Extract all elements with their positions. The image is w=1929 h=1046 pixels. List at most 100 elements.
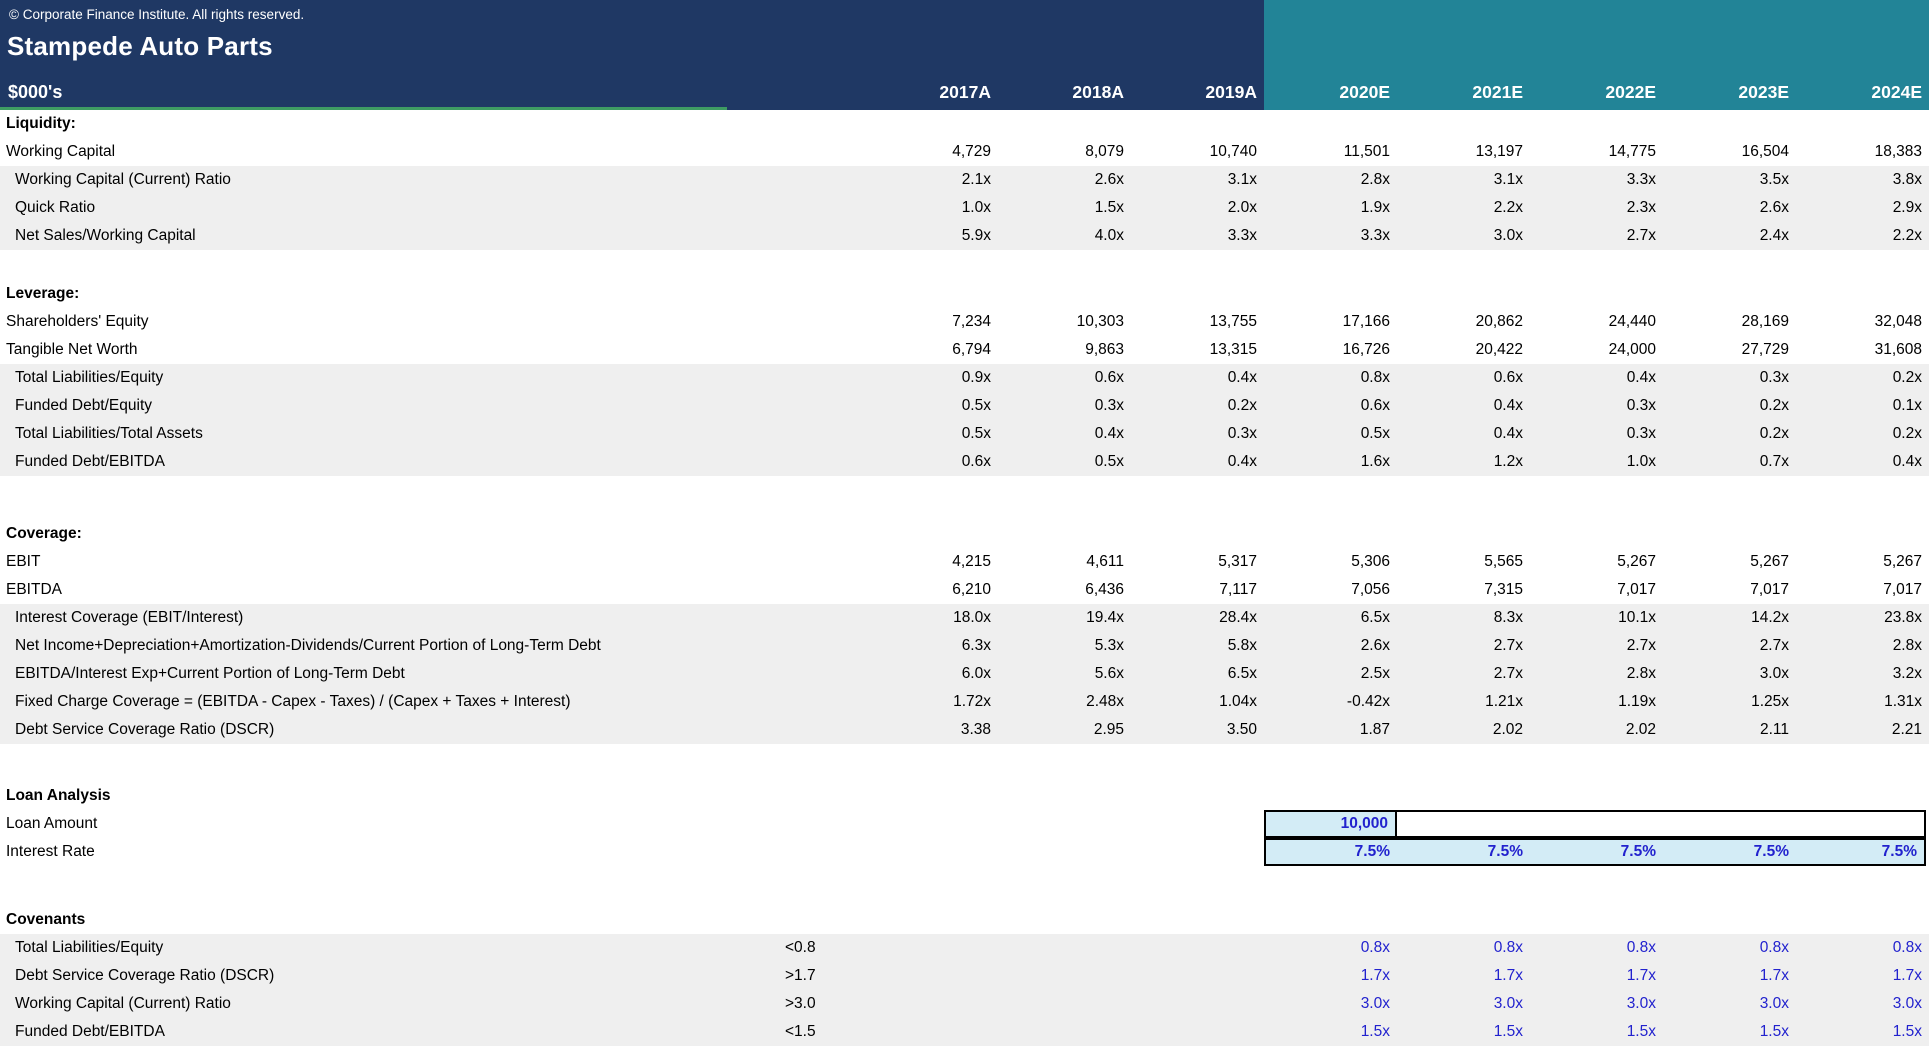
value-cell: 16,726 [1342,341,1390,358]
value-cell: 2.3x [1626,199,1656,216]
value-cell: 13,197 [1475,143,1523,160]
value-cell: 2.02 [1625,721,1656,738]
value-cell: 2.7x [1493,637,1523,654]
value-cell: 2.21 [1891,721,1922,738]
loan-amount-empty-input[interactable] [1397,810,1926,838]
value-cell: 28,169 [1741,313,1789,330]
covenant-threshold: >3.0 [785,995,816,1012]
row-debt-service-coverage-ratio-dscr: Debt Service Coverage Ratio (DSCR) >1.7 1.… [0,962,1929,990]
value-cell: 2.7x [1626,227,1656,244]
row-total-liabilities-equity: Total Liabilities/Equity 0.9x 0.6x 0.4x 0.8x… [0,364,1929,392]
row-label: Funded Debt/EBITDA [15,453,165,470]
row-total-liabilities-total-assets: Total Liabilities/Total Assets 0.5x 0.4x 0.… [0,420,1929,448]
value-cell: 11,501 [1343,143,1390,160]
row-label: Working Capital [6,143,116,160]
page-title: Stampede Auto Parts [7,31,273,61]
value-cell: 1.0x [961,199,991,216]
row-debt-service-coverage-ratio-dscr: Debt Service Coverage Ratio (DSCR) 3.38 2.… [0,716,1929,744]
column-header-2017A: 2017A [939,82,991,102]
interest-rate-input[interactable]: 7.5% [1620,843,1656,860]
interest-rate-input[interactable]: 7.5% [1487,843,1523,860]
value-cell: 27,729 [1741,341,1789,358]
value-cell: 6.3x [961,637,991,654]
value-cell: 31,608 [1874,341,1922,358]
interest-rate-input-strip: 7.5% 7.5% 7.5% 7.5% 7.5% [1264,838,1926,866]
value-cell: 0.4x [1094,425,1124,442]
value-cell: 10.1x [1618,609,1656,626]
covenant-value-cell: 1.7x [1892,967,1922,984]
section-header-covenants: Covenants [0,906,1929,934]
row-label: Loan Amount [6,815,98,832]
value-cell: 4,215 [952,553,991,570]
value-cell: 6,210 [952,581,991,598]
value-cell: 1.9x [1360,199,1390,216]
value-cell: 2.8x [1626,665,1656,682]
row-tangible-net-worth: Tangible Net Worth 6,794 9,863 13,315 16,726… [0,336,1929,364]
value-cell: 0.4x [1626,369,1656,386]
value-cell: 7,017 [1617,581,1656,598]
interest-rate-input[interactable]: 7.5% [1881,843,1917,860]
value-cell: 6,794 [952,341,991,358]
value-cell: 3.5x [1759,171,1789,188]
section-header-liquidity: Liquidity: [0,110,1929,138]
column-header-2020E: 2020E [1339,82,1390,102]
row-label: EBITDA [6,581,62,598]
row-label: Debt Service Coverage Ratio (DSCR) [15,721,275,738]
row-interest-coverage-ebit-interest: Interest Coverage (EBIT/Interest) 18.0x 19… [0,604,1929,632]
row-interest-rate: Interest Rate 7.5% 7.5% 7.5% 7.5% 7.5% [0,838,1929,866]
row-quick-ratio: Quick Ratio 1.0x 1.5x 2.0x 1.9x 2.2x 2.3x 2.6x 2… [0,194,1929,222]
value-cell: 2.02 [1492,721,1523,738]
value-cell: 1.25x [1751,693,1789,710]
value-cell: 3.1x [1227,171,1257,188]
value-cell: 3.3x [1227,227,1257,244]
value-cell: 5,267 [1617,553,1656,570]
value-cell: 16,504 [1741,143,1789,160]
value-cell: 5.8x [1227,637,1257,654]
row-label: Interest Rate [6,843,95,860]
covenant-threshold: >1.7 [785,967,816,984]
value-cell: 5,267 [1883,553,1922,570]
covenant-value-cell: 3.0x [1360,995,1390,1012]
value-cell: 2.6x [1094,171,1124,188]
value-cell: 0.2x [1759,425,1789,442]
column-header-2023E: 2023E [1738,82,1789,102]
covenant-value-cell: 0.8x [1759,939,1789,956]
value-cell: 5,267 [1750,553,1789,570]
value-cell: 14,775 [1608,143,1656,160]
loan-amount-input[interactable]: 10,000 [1264,810,1397,838]
value-cell: 0.3x [1759,369,1789,386]
year-column-headers: 2017A 2018A 2019A 2020E 2021E 2022E 2023E 2024E [865,82,1929,103]
value-cell: 10,303 [1076,313,1124,330]
value-cell: 1.19x [1618,693,1656,710]
covenant-value-cell: 0.8x [1626,939,1656,956]
value-cell: 0.5x [961,397,991,414]
row-shareholders-equity: Shareholders' Equity 7,234 10,303 13,755 17,… [0,308,1929,336]
workbook-header: © Corporate Finance Institute. All right… [0,0,1929,110]
value-cell: 8.3x [1493,609,1523,626]
value-cell: 0.4x [1892,453,1922,470]
spacer-row [0,250,1929,280]
row-label: Funded Debt/EBITDA [15,1023,165,1040]
column-header-row: $000's 2017A 2018A 2019A 2020E 2021E 2022E 202… [0,82,1929,103]
value-cell: 3.1x [1493,171,1523,188]
value-cell: 13,315 [1209,341,1257,358]
value-cell: 2.6x [1360,637,1390,654]
row-net-income-depreciation-amortization-dividends-c: Net Income+Depreciation+Amortization-Div… [0,632,1929,660]
row-label: Leverage: [6,285,80,302]
covenant-value-cell: 3.0x [1493,995,1523,1012]
value-cell: 5,317 [1218,553,1257,570]
value-cell: 0.3x [1227,425,1257,442]
value-cell: 0.9x [961,369,991,386]
value-cell: 6.0x [961,665,991,682]
value-cell: 19.4x [1086,609,1124,626]
value-cell: 1.72x [953,693,991,710]
column-header-2022E: 2022E [1605,82,1656,102]
covenant-value-cell: 1.7x [1360,967,1390,984]
interest-rate-input[interactable]: 7.5% [1753,843,1789,860]
row-label: Total Liabilities/Total Assets [15,425,203,442]
row-fixed-charge-coverage-ebitda-capex-taxes-capex-t: Fixed Charge Coverage = (EBITDA - Capex … [0,688,1929,716]
row-label: Total Liabilities/Equity [15,369,164,386]
value-cell: -0.42x [1346,693,1390,710]
row-ebitda-interest-exp-current-portion-of-long-term: EBITDA/Interest Exp+Current Portion of L… [0,660,1929,688]
interest-rate-input[interactable]: 7.5% [1354,843,1390,860]
